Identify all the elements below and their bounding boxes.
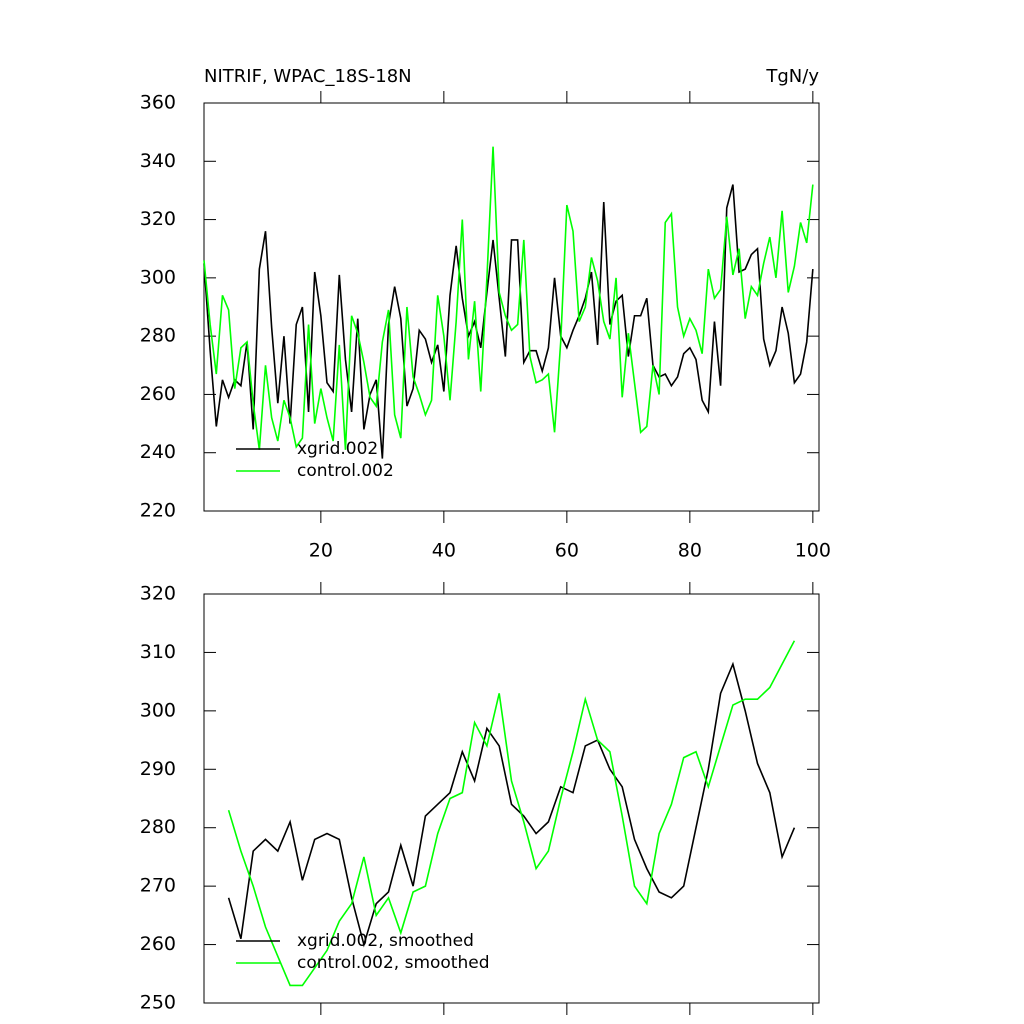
y-tick-label: 270 bbox=[140, 875, 176, 897]
y-tick-label: 260 bbox=[140, 383, 176, 405]
x-tick-label: 80 bbox=[678, 540, 702, 562]
y-tick-label: 250 bbox=[140, 992, 176, 1014]
legend-label: control.002 bbox=[297, 461, 394, 481]
x-tick-label: 60 bbox=[555, 540, 579, 562]
y-tick-label: 220 bbox=[140, 500, 176, 522]
y-tick-label: 240 bbox=[140, 441, 176, 463]
units-label: TgN/y bbox=[765, 66, 819, 87]
x-tick-label: 40 bbox=[432, 540, 456, 562]
chart-title: NITRIF, WPAC_18S-18N bbox=[204, 66, 412, 87]
x-tick-label: 100 bbox=[795, 540, 831, 562]
y-tick-label: 260 bbox=[140, 933, 176, 955]
y-tick-label: 280 bbox=[140, 816, 176, 838]
plot-frame bbox=[203, 102, 820, 512]
y-tick-label: 300 bbox=[140, 266, 176, 288]
y-tick-label: 310 bbox=[140, 641, 176, 663]
legend-label: xgrid.002 bbox=[297, 439, 378, 459]
x-tick-label: 20 bbox=[309, 540, 333, 562]
plot-frame bbox=[203, 593, 820, 1004]
y-tick-label: 280 bbox=[140, 325, 176, 347]
data-line bbox=[227, 640, 796, 987]
legend-label: control.002, smoothed bbox=[297, 953, 490, 973]
data-line bbox=[227, 661, 796, 948]
y-tick-label: 320 bbox=[140, 208, 176, 230]
legend-label: xgrid.002, smoothed bbox=[297, 931, 474, 951]
data-line bbox=[203, 184, 814, 459]
y-tick-label: 290 bbox=[140, 758, 176, 780]
y-tick-label: 300 bbox=[140, 699, 176, 721]
data-line bbox=[203, 146, 814, 450]
y-tick-label: 340 bbox=[140, 150, 176, 172]
y-tick-label: 320 bbox=[140, 583, 176, 605]
y-tick-label: 360 bbox=[140, 92, 176, 114]
